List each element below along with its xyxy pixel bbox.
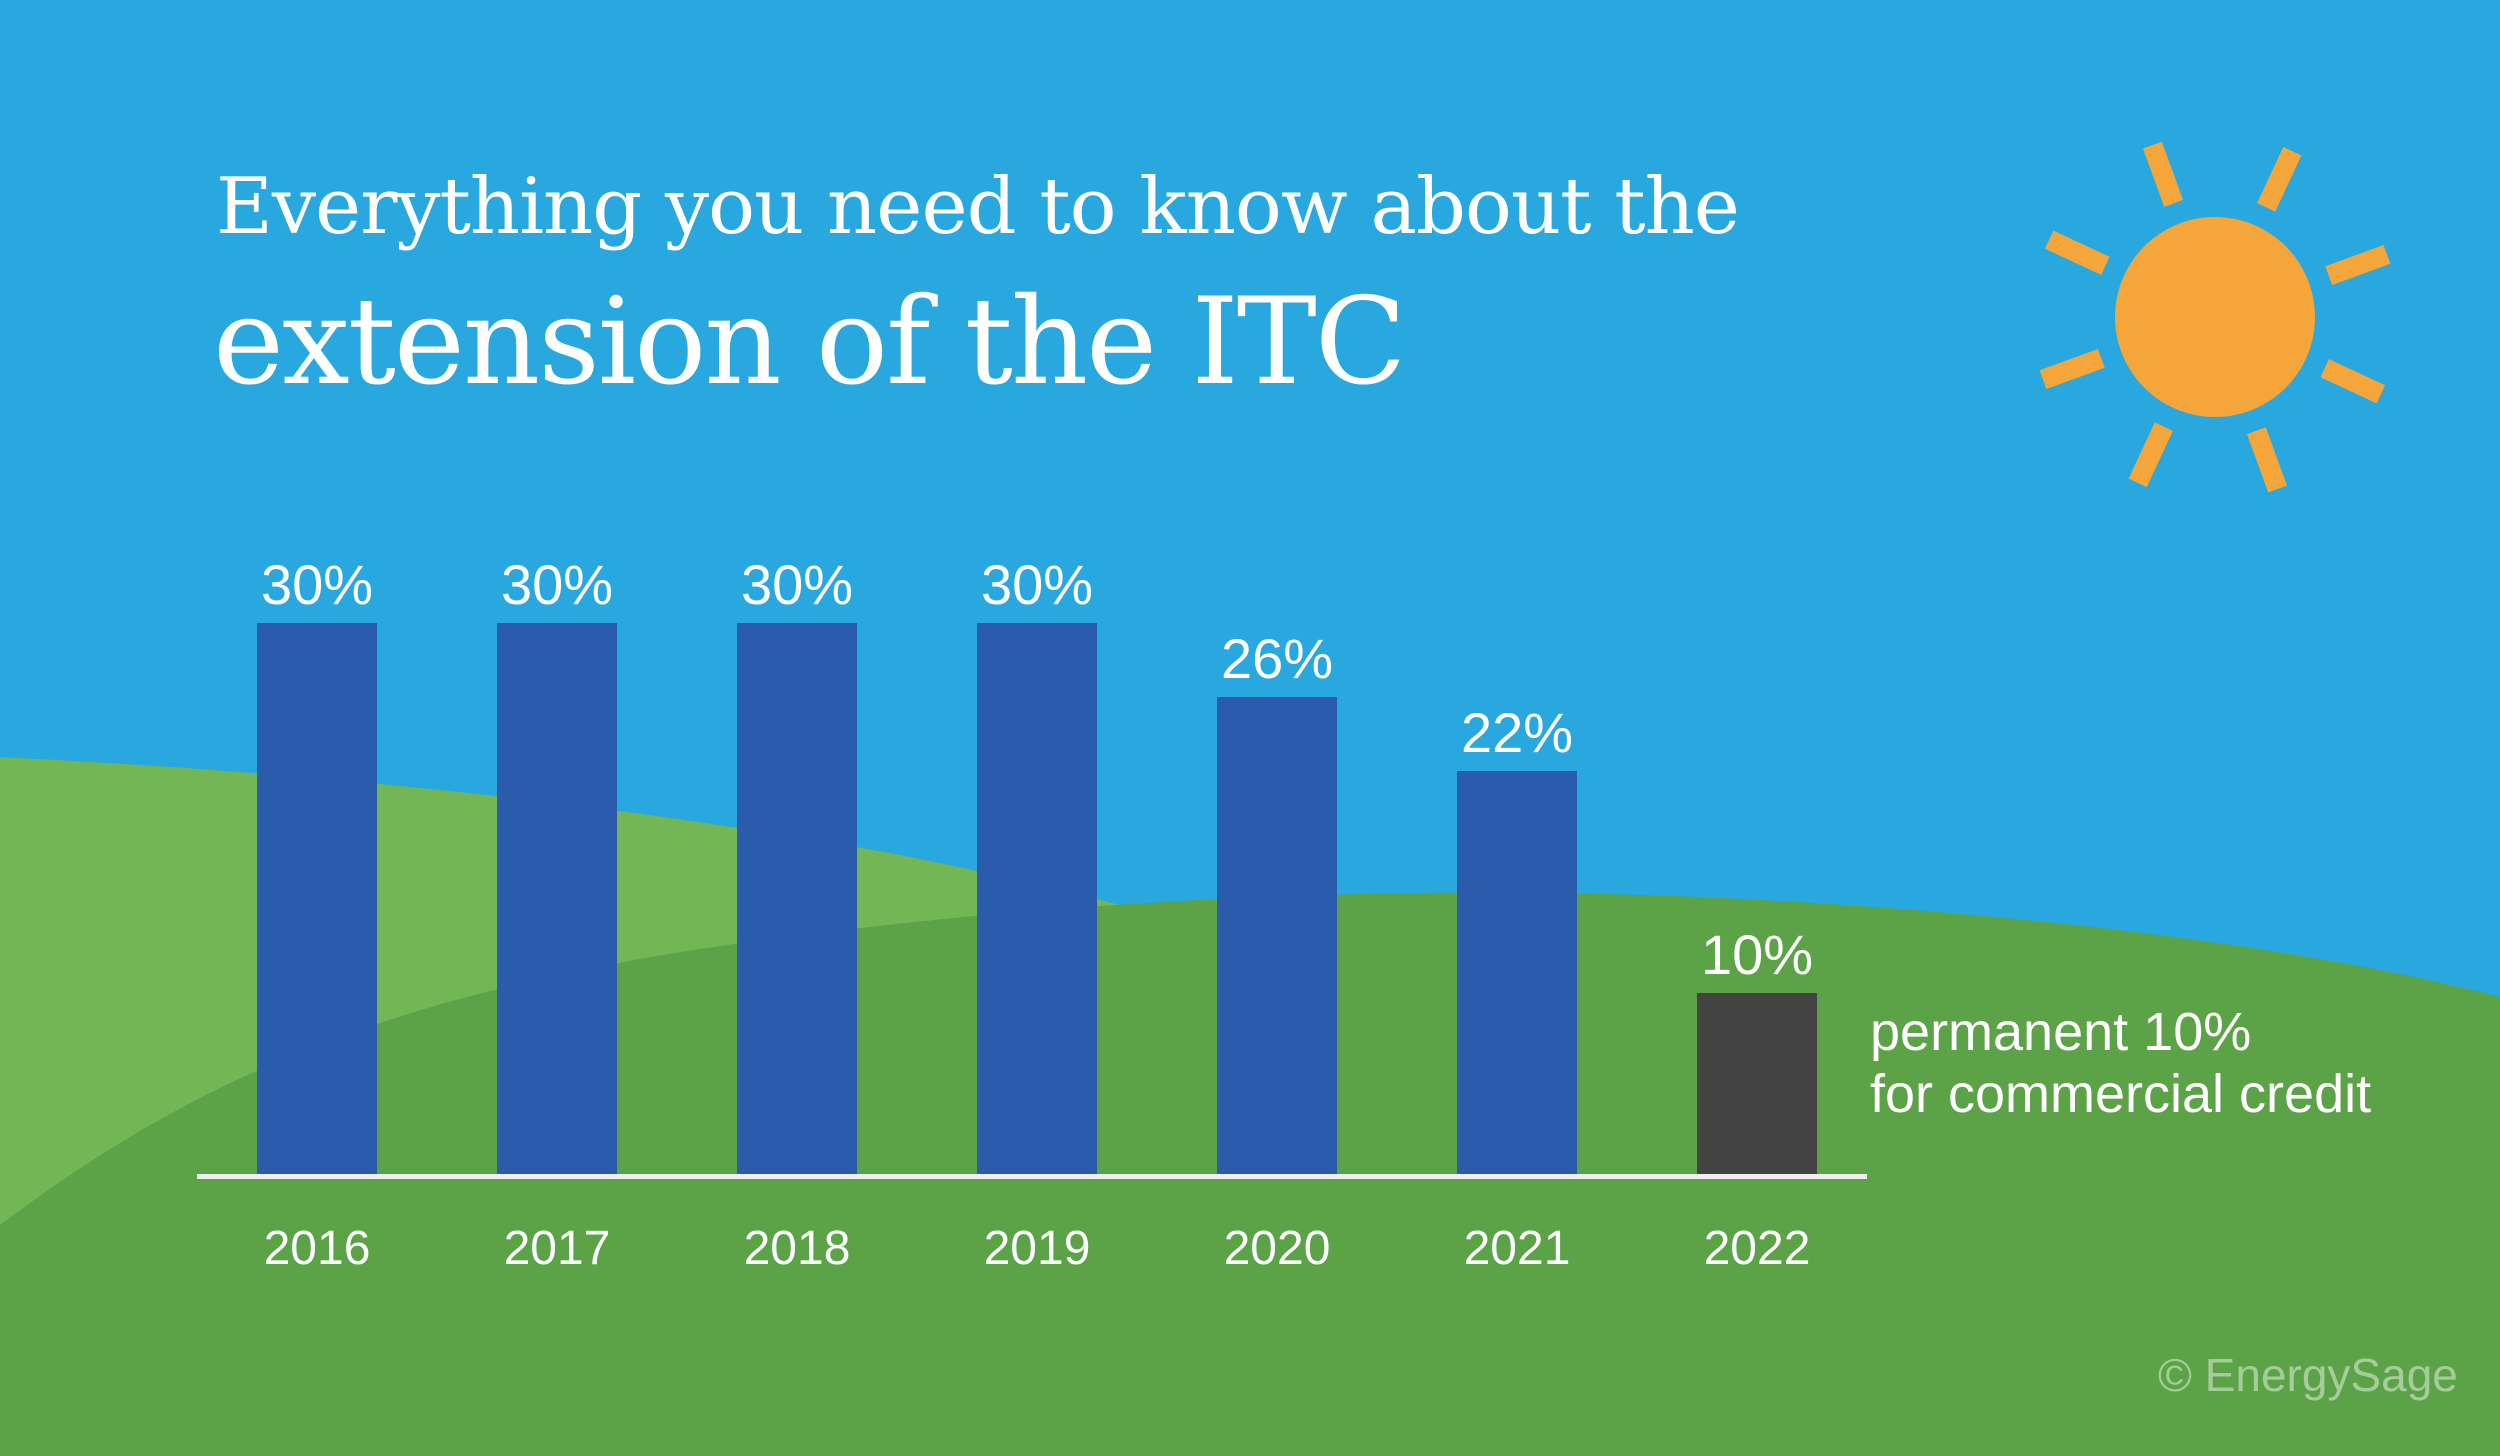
sun-ray bbox=[2320, 359, 2386, 404]
x-axis-label: 2017 bbox=[503, 1222, 611, 1275]
bar-value-label: 26% bbox=[1220, 627, 1334, 690]
sun-ray bbox=[2039, 348, 2105, 389]
bar-2017 bbox=[497, 623, 617, 1178]
bar-value-label: 10% bbox=[1700, 923, 1814, 986]
watermark: © EnergySage bbox=[2158, 1349, 2458, 1401]
bar-2016 bbox=[257, 623, 377, 1178]
x-axis-label: 2016 bbox=[263, 1222, 371, 1275]
x-axis-label: 2022 bbox=[1703, 1222, 1811, 1275]
sun-ray bbox=[2143, 141, 2184, 207]
bar-2021 bbox=[1457, 771, 1577, 1178]
bar-value-label: 22% bbox=[1460, 701, 1574, 764]
bar-value-label: 30% bbox=[740, 553, 854, 616]
bar-value-label: 30% bbox=[980, 553, 1094, 616]
x-axis-label: 2019 bbox=[983, 1222, 1091, 1275]
sun-rays bbox=[2039, 141, 2391, 493]
sun-ray bbox=[2325, 245, 2391, 286]
page-title-line-1: Everything you need to know about the bbox=[216, 162, 1740, 252]
x-axis-label: 2020 bbox=[1223, 1222, 1331, 1275]
bar-2018 bbox=[737, 623, 857, 1178]
annotation-permanent-credit: permanent 10% for commercial credit bbox=[1870, 1001, 2371, 1125]
page-title-line-2: extension of the ITC bbox=[213, 273, 1407, 412]
sun-ray bbox=[2257, 146, 2302, 212]
sun-ray bbox=[2128, 422, 2173, 488]
sun-icon bbox=[2039, 141, 2391, 493]
x-axis-label: 2018 bbox=[743, 1222, 851, 1275]
sun-disc bbox=[2115, 217, 2315, 417]
sun-ray bbox=[2044, 230, 2110, 275]
bar-2022 bbox=[1697, 993, 1817, 1178]
bar-value-label: 30% bbox=[260, 553, 374, 616]
axis-baseline bbox=[197, 1174, 1867, 1179]
bar-2019 bbox=[977, 623, 1097, 1178]
bar-value-label: 30% bbox=[500, 553, 614, 616]
annotation-line-1: permanent 10% bbox=[1870, 1002, 2252, 1062]
sun-ray bbox=[2246, 427, 2287, 493]
bar-2020 bbox=[1217, 697, 1337, 1178]
x-axis-label: 2021 bbox=[1463, 1222, 1571, 1275]
annotation-line-2: for commercial credit bbox=[1870, 1064, 2372, 1124]
